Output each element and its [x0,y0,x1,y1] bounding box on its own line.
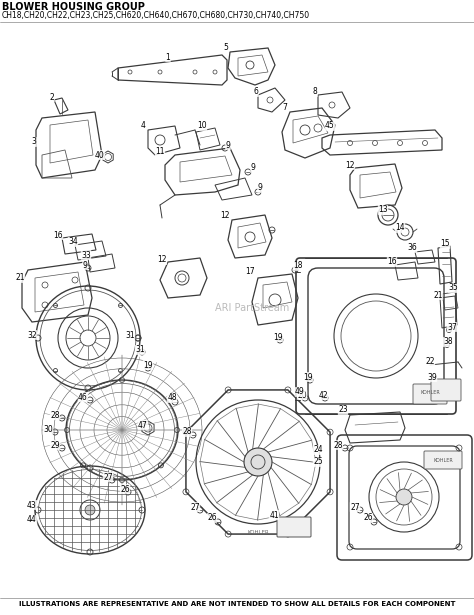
Circle shape [244,448,272,476]
Text: 34: 34 [68,237,78,247]
Circle shape [396,489,412,505]
Text: KOHLER: KOHLER [420,391,440,395]
Text: 17: 17 [245,268,255,277]
Text: 28: 28 [182,427,192,437]
Text: 19: 19 [273,333,283,341]
Text: 19: 19 [303,373,313,381]
Text: 31: 31 [125,330,135,339]
Text: 39: 39 [427,373,437,381]
Text: ARI PartStream: ARI PartStream [215,303,289,313]
Text: 47: 47 [138,421,148,429]
Text: 32: 32 [27,330,37,339]
Text: 9: 9 [226,140,230,149]
Text: 27: 27 [350,502,360,512]
Text: 18: 18 [293,261,303,271]
Text: 3: 3 [32,138,36,146]
Text: 16: 16 [53,231,63,239]
FancyBboxPatch shape [431,379,461,401]
Text: 6: 6 [254,87,258,97]
Text: BLOWER HOUSING GROUP: BLOWER HOUSING GROUP [2,2,145,12]
Circle shape [85,505,95,515]
Text: 46: 46 [78,392,88,402]
Text: KOHLER: KOHLER [433,458,453,462]
Text: 44: 44 [27,515,37,525]
Text: 19: 19 [143,360,153,370]
Text: 26: 26 [120,485,130,493]
Text: 12: 12 [157,255,167,264]
Text: 29: 29 [50,440,60,450]
Text: 31: 31 [135,346,145,354]
Text: 26: 26 [207,514,217,523]
Text: 22: 22 [425,357,435,367]
Text: 42: 42 [318,391,328,400]
Text: 7: 7 [283,103,287,113]
Text: 41: 41 [269,510,279,520]
Text: 20: 20 [297,391,307,400]
FancyBboxPatch shape [277,517,311,537]
Text: 27: 27 [190,502,200,512]
Text: 12: 12 [220,210,230,220]
Text: 1: 1 [165,52,170,62]
Text: 21: 21 [15,274,25,282]
Text: 4: 4 [141,122,146,130]
Text: 8: 8 [313,87,318,97]
Text: 5: 5 [224,44,228,52]
Text: 43: 43 [27,501,37,509]
Text: 33: 33 [81,250,91,260]
Text: CH18,CH20,CH22,CH23,CH25,CH620,CH640,CH670,CH680,CH730,CH740,CH750: CH18,CH20,CH22,CH23,CH25,CH620,CH640,CH6… [2,11,310,20]
Text: 26: 26 [363,514,373,523]
Text: KOHLER: KOHLER [247,530,269,535]
Text: 9: 9 [251,164,255,172]
Text: 11: 11 [155,148,165,156]
Text: 36: 36 [407,244,417,253]
Text: 21: 21 [433,290,443,300]
Text: 49: 49 [295,387,305,397]
Text: 38: 38 [443,338,453,346]
Text: 13: 13 [378,205,388,215]
Text: 9: 9 [257,183,263,192]
Text: 15: 15 [440,239,450,248]
Text: 2: 2 [50,92,55,101]
Text: 14: 14 [395,223,405,232]
Text: 45: 45 [325,122,335,130]
Text: 28: 28 [333,440,343,450]
Text: 28: 28 [50,410,60,419]
FancyBboxPatch shape [413,384,447,404]
Text: 9: 9 [82,261,87,269]
Text: 35: 35 [448,284,458,293]
Text: 37: 37 [447,322,457,331]
Text: 16: 16 [387,258,397,266]
Text: 25: 25 [313,458,323,467]
FancyBboxPatch shape [424,451,462,469]
Text: 23: 23 [338,405,348,415]
Text: 27: 27 [103,472,113,482]
Text: 40: 40 [95,151,105,159]
Text: ILLUSTRATIONS ARE REPRESENTATIVE AND ARE NOT INTENDED TO SHOW ALL DETAILS FOR EA: ILLUSTRATIONS ARE REPRESENTATIVE AND ARE… [19,601,455,607]
Text: 12: 12 [345,161,355,170]
Text: 30: 30 [43,426,53,435]
Text: 48: 48 [167,394,177,402]
Text: 24: 24 [313,445,323,454]
Text: 10: 10 [197,122,207,130]
